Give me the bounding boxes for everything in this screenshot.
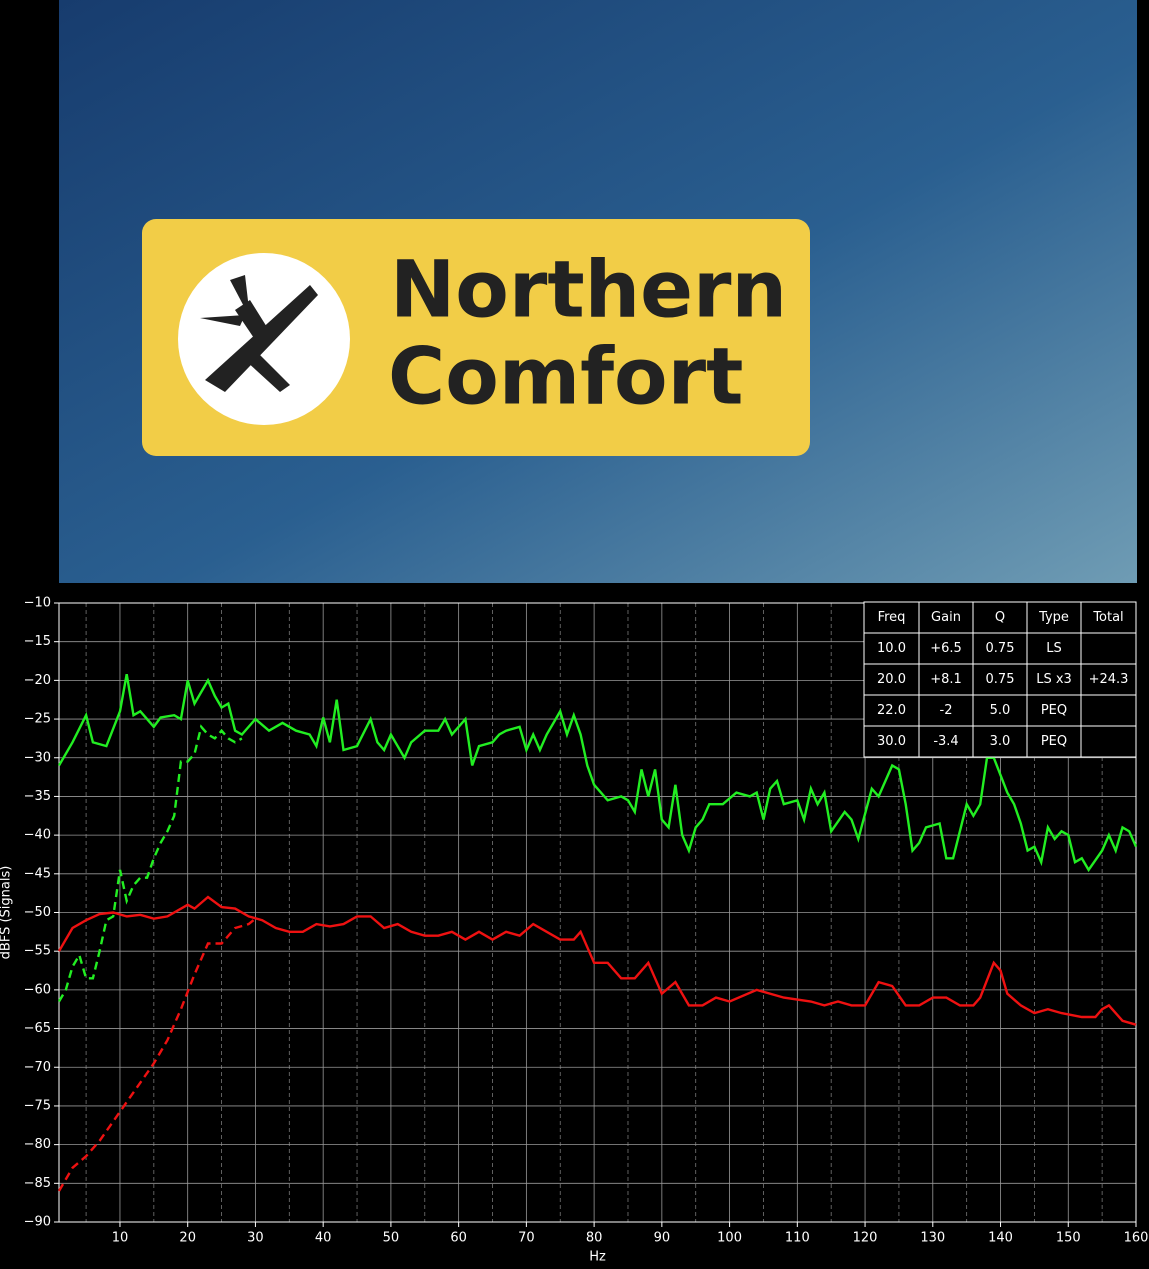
table-cell xyxy=(1026,725,1082,758)
y-tick-label: −60 xyxy=(24,982,51,997)
table-cell xyxy=(1026,601,1082,634)
y-tick-label: −30 xyxy=(24,750,51,765)
table-text: 10.0 xyxy=(877,641,906,656)
x-axis-label: Hz xyxy=(589,1250,606,1265)
table-text: PEQ xyxy=(1041,734,1067,749)
x-tick-label: 80 xyxy=(586,1231,603,1246)
table-cell xyxy=(863,601,920,634)
table-text: Total xyxy=(1092,610,1123,625)
table-text: Freq xyxy=(878,610,906,625)
eq-table: Freq Gain Q Type Total 10.0 +6.5 0.75 LS 20.0 +8.1… xyxy=(863,601,1137,758)
table-cell xyxy=(972,694,1028,727)
y-tick-label: −50 xyxy=(24,905,51,920)
table-text: Type xyxy=(1038,610,1069,625)
table-cell xyxy=(972,632,1028,665)
table-cell xyxy=(1080,632,1137,665)
y-tick-label: −20 xyxy=(24,673,51,688)
table-text: 5.0 xyxy=(990,703,1011,718)
y-tick-label: −15 xyxy=(24,634,51,649)
sign-text: Northern xyxy=(390,245,787,335)
video-frame: Northern Comfort xyxy=(59,0,1137,583)
y-tick-label: −90 xyxy=(24,1215,51,1230)
x-tick-label: 30 xyxy=(247,1231,264,1246)
plane-icon xyxy=(200,275,318,392)
table-text: 30.0 xyxy=(877,734,906,749)
x-tick-label: 50 xyxy=(383,1231,400,1246)
table-text: PEQ xyxy=(1041,703,1067,718)
x-tick-label: 160 xyxy=(1124,1231,1149,1246)
table-cell xyxy=(918,725,974,758)
series-line xyxy=(57,724,243,1003)
table-text: LS xyxy=(1046,641,1062,656)
table-text: LS x3 xyxy=(1036,672,1072,687)
y-tick-label: −35 xyxy=(24,789,51,804)
y-tick-label: −80 xyxy=(24,1137,51,1152)
series-line xyxy=(57,895,1137,1026)
sign-text: Comfort xyxy=(388,332,743,422)
table-cell xyxy=(972,725,1028,758)
table-text: -2 xyxy=(940,703,953,718)
table-cell xyxy=(918,694,974,727)
y-tick-label: −70 xyxy=(24,1060,51,1075)
table-text: 20.0 xyxy=(877,672,906,687)
series-line xyxy=(57,917,257,1192)
y-tick-label: −65 xyxy=(24,1021,51,1036)
x-tick-label: 120 xyxy=(853,1231,878,1246)
x-tick-label: 130 xyxy=(920,1231,945,1246)
series-line xyxy=(57,673,1138,873)
table-text: +6.5 xyxy=(930,641,962,656)
x-tick-label: 90 xyxy=(654,1231,671,1246)
x-tick-label: 150 xyxy=(1056,1231,1081,1246)
y-tick-label: −45 xyxy=(24,866,51,881)
x-tick-label: 60 xyxy=(450,1231,467,1246)
x-tick-label: 110 xyxy=(785,1231,810,1246)
y-tick-label: −10 xyxy=(24,596,51,611)
plot-frame xyxy=(58,602,1137,1223)
y-axis-label: dBFS (Signals) xyxy=(0,866,14,960)
x-tick-label: 20 xyxy=(179,1231,196,1246)
table-text: Gain xyxy=(931,610,961,625)
table-text: +8.1 xyxy=(930,672,962,687)
table-cell xyxy=(863,663,920,696)
table-text: 0.75 xyxy=(986,641,1015,656)
table-text: -3.4 xyxy=(933,734,958,749)
y-tick-label: −55 xyxy=(24,944,51,959)
table-text: 3.0 xyxy=(990,734,1011,749)
table-text: +24.3 xyxy=(1089,672,1129,687)
table-cell xyxy=(918,601,974,634)
y-tick-label: −40 xyxy=(24,828,51,843)
x-tick-label: 40 xyxy=(315,1231,332,1246)
table-text: Q xyxy=(995,610,1005,625)
x-tick-label: 70 xyxy=(518,1231,535,1246)
y-tick-label: −25 xyxy=(24,712,51,727)
x-tick-label: 100 xyxy=(717,1231,742,1246)
x-tick-label: 10 xyxy=(112,1231,129,1246)
y-tick-label: −85 xyxy=(24,1176,51,1191)
table-text: 22.0 xyxy=(877,703,906,718)
table-cell xyxy=(1080,694,1137,727)
chart: 10 20 30 40 50 60 70 80 90 100 110 120 130 140 150 160 −… xyxy=(0,596,1148,1265)
table-cell xyxy=(863,632,920,665)
table-cell xyxy=(918,663,974,696)
table-cell xyxy=(1080,725,1137,758)
x-tick-label: 140 xyxy=(988,1231,1013,1246)
table-text: 0.75 xyxy=(986,672,1015,687)
y-tick-label: −75 xyxy=(24,1098,51,1113)
table-cell xyxy=(863,725,920,758)
